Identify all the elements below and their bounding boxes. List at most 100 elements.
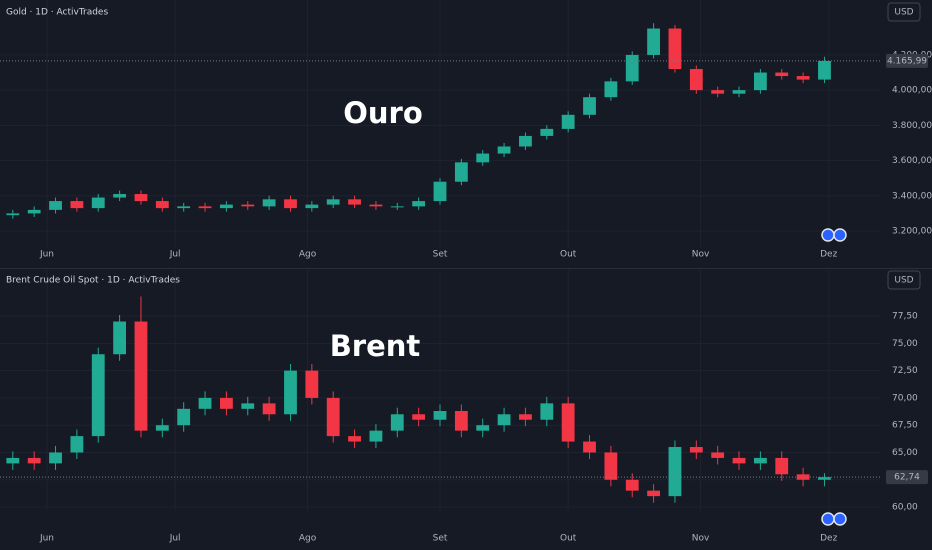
candle-body — [625, 54, 639, 82]
last-price-label: 4.165,99 — [887, 56, 927, 66]
candle-body — [27, 209, 41, 214]
candle-body — [305, 370, 319, 398]
event-icon — [833, 228, 847, 242]
candle-body — [412, 414, 426, 420]
candle-body — [305, 204, 319, 209]
x-tick-label: Out — [560, 534, 577, 544]
candle-body — [134, 321, 148, 431]
candle-body — [326, 199, 340, 205]
currency-label: USD — [894, 276, 913, 286]
candle-body — [689, 69, 703, 91]
candle-body — [796, 474, 810, 480]
candle-body — [155, 201, 169, 209]
candle-body — [796, 76, 810, 80]
candle-body — [775, 72, 789, 77]
y-tick-label: 60,00 — [892, 503, 918, 513]
y-tick-label: 72,50 — [892, 366, 918, 376]
annotation: Brent — [330, 329, 421, 363]
candle-body — [91, 354, 105, 437]
candle-body — [6, 213, 20, 216]
candle-body — [134, 194, 148, 202]
x-tick-label: Jun — [39, 250, 54, 260]
candle-body — [369, 204, 383, 207]
candle-body — [647, 490, 660, 497]
candle-body — [433, 181, 447, 202]
candle-body — [583, 441, 596, 453]
candle-body — [732, 457, 746, 464]
candle-body — [668, 28, 682, 70]
chart-title: Gold · 1D · ActivTrades — [6, 8, 108, 18]
candle-body — [390, 414, 404, 431]
candle-body — [70, 201, 84, 209]
currency-box — [887, 2, 921, 22]
candle-body — [348, 436, 361, 442]
candle-body — [647, 28, 660, 55]
candle-body — [284, 199, 297, 209]
y-tick-label: 3.600,00 — [892, 156, 932, 166]
candle-body — [348, 199, 361, 205]
x-tick-label: Dez — [820, 534, 837, 544]
x-tick-label: Out — [560, 250, 577, 260]
candle-body — [753, 72, 767, 91]
last-price-box — [886, 470, 928, 485]
candle-body — [454, 411, 468, 431]
y-tick-label: 3.200,00 — [892, 227, 932, 237]
y-tick-label: 65,00 — [892, 448, 918, 458]
candle-body — [220, 204, 233, 209]
candle-body — [540, 403, 554, 420]
candle-body — [49, 201, 62, 210]
y-tick-label: 3.800,00 — [892, 121, 932, 131]
candle-body — [284, 370, 297, 415]
x-tick-label: Ago — [299, 250, 317, 260]
candle-body — [390, 206, 404, 208]
last-price-box — [886, 53, 928, 68]
candle-body — [454, 162, 468, 182]
candle-body — [412, 201, 426, 207]
x-tick-label: Jul — [169, 534, 181, 544]
event-icon — [833, 512, 847, 526]
candle-body — [818, 477, 831, 480]
candle-body — [732, 90, 746, 94]
candle-body — [476, 425, 490, 431]
x-tick-label: Set — [433, 250, 448, 260]
candle-body — [241, 403, 255, 409]
event-icon — [821, 228, 835, 242]
x-tick-label: Set — [433, 534, 448, 544]
currency-box — [887, 270, 921, 290]
y-tick-label: 77,50 — [892, 312, 918, 322]
candle-body — [241, 204, 255, 207]
y-tick-label: 4.000,00 — [892, 86, 932, 96]
candle-body — [540, 128, 554, 136]
event-icon — [821, 512, 835, 526]
candle-body — [583, 97, 596, 115]
y-tick-label: 3.400,00 — [892, 191, 932, 201]
candle-body — [198, 206, 212, 209]
candle-body — [561, 114, 575, 129]
candle-body — [497, 146, 511, 154]
candle-body — [753, 457, 767, 464]
candle-body — [6, 457, 20, 464]
candle-body — [711, 452, 725, 458]
currency-label: USD — [894, 8, 913, 18]
candle-body — [49, 452, 62, 464]
candle-body — [519, 135, 532, 147]
chart-title: Brent Crude Oil Spot · 1D · ActivTrades — [6, 276, 180, 286]
candle-body — [561, 403, 575, 442]
x-tick-label: Nov — [692, 250, 710, 260]
x-tick-label: Ago — [299, 534, 317, 544]
candle-body — [177, 206, 191, 209]
candle-body — [113, 321, 127, 355]
candle-body — [198, 397, 212, 409]
candle-body — [220, 397, 233, 409]
candle-body — [155, 425, 169, 431]
candle-body — [262, 403, 276, 415]
x-tick-label: Jul — [169, 250, 181, 260]
x-tick-label: Jun — [39, 534, 54, 544]
x-tick-label: Nov — [692, 534, 710, 544]
candle-body — [711, 90, 725, 94]
candle-body — [177, 408, 191, 426]
y-tick-label: 75,00 — [892, 339, 918, 349]
candle-body — [70, 436, 84, 453]
candle-body — [262, 199, 276, 207]
